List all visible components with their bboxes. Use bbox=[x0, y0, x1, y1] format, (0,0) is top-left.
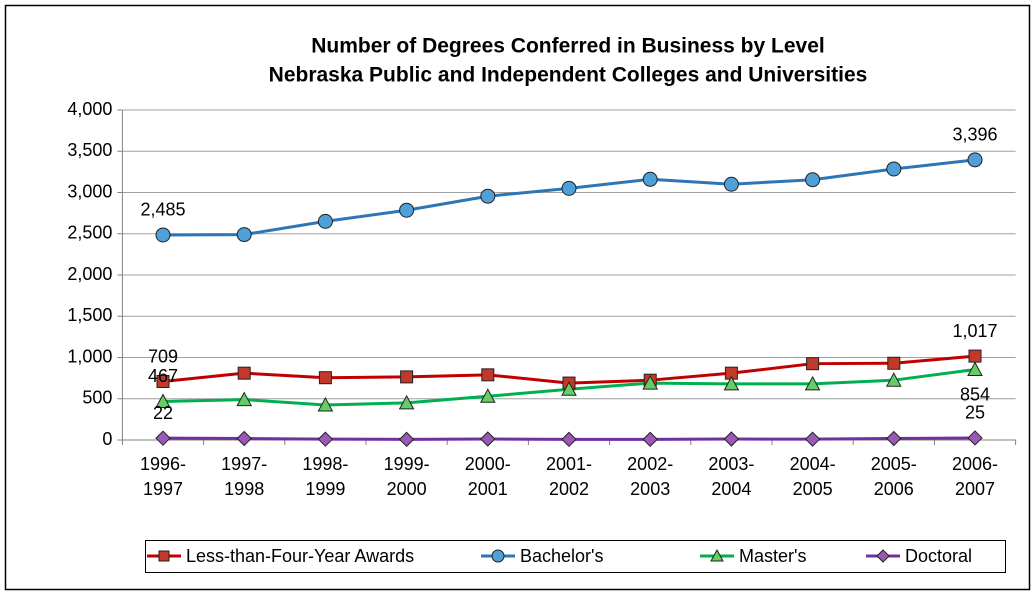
x-tick-label: 2001-2002 bbox=[546, 454, 592, 499]
y-tick-label: 1,000 bbox=[67, 346, 112, 366]
data-label: 25 bbox=[965, 403, 985, 423]
x-tick-label: 2002-2003 bbox=[627, 454, 673, 499]
marker bbox=[967, 152, 983, 168]
marker bbox=[480, 431, 496, 447]
marker bbox=[317, 396, 334, 412]
y-tick-label: 1,500 bbox=[67, 305, 112, 325]
legend-label: Bachelor's bbox=[520, 546, 603, 566]
marker bbox=[155, 393, 171, 408]
chart-title: Number of Degrees Conferred in Business … bbox=[311, 35, 824, 58]
marker bbox=[317, 431, 334, 447]
marker bbox=[237, 366, 251, 380]
legend-marker bbox=[158, 550, 170, 562]
marker bbox=[155, 227, 171, 243]
marker bbox=[886, 430, 902, 447]
legend-label: Master's bbox=[739, 546, 806, 566]
x-tick-label: 2000-2001 bbox=[465, 454, 511, 499]
y-tick-label: 4,000 bbox=[67, 99, 112, 119]
x-tick-label: 2005-2006 bbox=[871, 454, 917, 499]
marker bbox=[642, 171, 658, 187]
marker bbox=[723, 176, 739, 192]
y-tick-label: 500 bbox=[82, 388, 112, 408]
marker bbox=[561, 381, 577, 396]
marker bbox=[886, 161, 902, 177]
marker bbox=[400, 370, 414, 384]
marker bbox=[561, 431, 577, 448]
marker bbox=[398, 394, 415, 410]
x-tick-label: 2004-2005 bbox=[790, 454, 836, 499]
y-tick-label: 2,500 bbox=[67, 223, 112, 243]
x-tick-label: 2003-2004 bbox=[708, 454, 754, 499]
marker bbox=[318, 371, 332, 385]
legend-marker bbox=[710, 548, 724, 562]
marker bbox=[806, 357, 820, 371]
y-tick-label: 0 bbox=[102, 429, 112, 449]
legend-label: Doctoral bbox=[905, 546, 972, 566]
marker bbox=[236, 227, 252, 243]
marker bbox=[156, 375, 170, 389]
marker bbox=[399, 202, 415, 218]
marker bbox=[561, 180, 577, 196]
marker bbox=[155, 430, 171, 446]
marker bbox=[481, 368, 495, 382]
marker bbox=[804, 431, 821, 447]
chart-border bbox=[4, 4, 1031, 591]
data-label: 467 bbox=[148, 366, 178, 386]
marker bbox=[479, 388, 496, 403]
marker bbox=[804, 375, 821, 391]
data-label: 854 bbox=[960, 384, 990, 404]
data-label: 709 bbox=[148, 346, 178, 366]
marker bbox=[642, 375, 659, 390]
marker bbox=[480, 188, 496, 204]
data-label: 1,017 bbox=[952, 321, 997, 341]
marker bbox=[236, 391, 253, 407]
marker bbox=[967, 430, 983, 446]
data-label: 2,485 bbox=[140, 200, 185, 220]
marker bbox=[805, 172, 821, 188]
data-label: 3,396 bbox=[952, 125, 997, 145]
marker bbox=[967, 361, 983, 377]
legend-marker bbox=[491, 549, 505, 563]
x-tick-label: 1997-1998 bbox=[221, 454, 267, 499]
marker bbox=[723, 375, 740, 391]
marker bbox=[236, 430, 252, 447]
legend-marker bbox=[876, 549, 890, 563]
x-tick-label: 1996-1997 bbox=[140, 454, 186, 499]
x-tick-label: 1999-2000 bbox=[384, 454, 430, 499]
marker bbox=[968, 349, 982, 363]
marker bbox=[317, 213, 333, 229]
y-tick-label: 2,000 bbox=[67, 264, 112, 284]
marker bbox=[398, 431, 415, 448]
marker bbox=[723, 431, 740, 447]
y-tick-label: 3,000 bbox=[67, 181, 112, 201]
x-tick-label: 2006-2007 bbox=[952, 454, 998, 499]
chart-subtitle: Nebraska Public and Independent Colleges… bbox=[269, 64, 868, 87]
legend-label: Less-than-Four-Year Awards bbox=[186, 546, 414, 566]
data-label: 22 bbox=[153, 403, 173, 423]
marker bbox=[887, 356, 901, 370]
y-tick-label: 3,500 bbox=[67, 140, 112, 160]
marker bbox=[885, 372, 902, 387]
legend-box bbox=[145, 540, 1006, 573]
x-tick-label: 1998-1999 bbox=[302, 454, 348, 499]
marker bbox=[642, 431, 658, 448]
